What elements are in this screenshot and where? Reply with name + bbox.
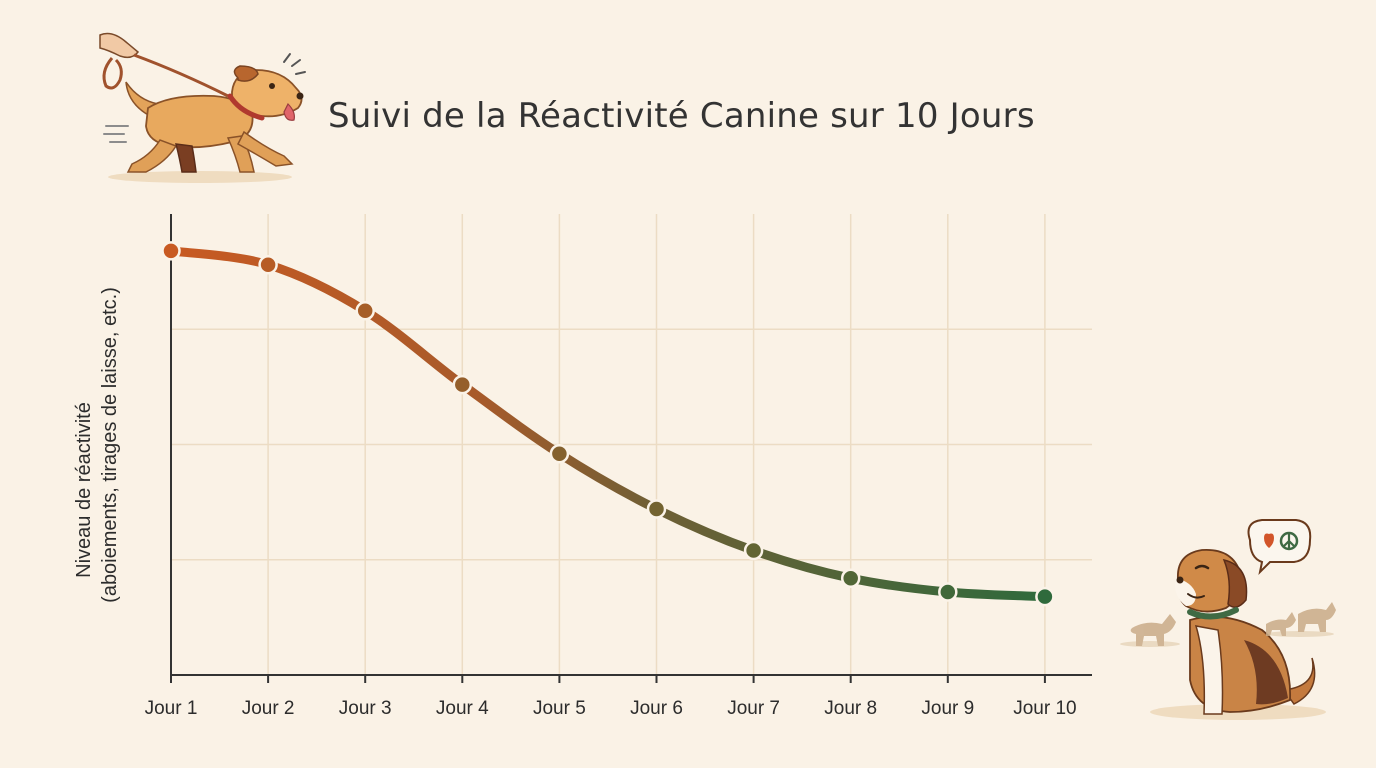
x-tick-label: Jour 9: [921, 698, 974, 719]
data-point: [355, 301, 375, 321]
data-point: [452, 374, 473, 395]
series-line: [166, 246, 1050, 602]
x-tick-label: Jour 7: [727, 698, 780, 719]
axes: [170, 214, 1092, 676]
data-point: [161, 241, 181, 261]
y-axis-label: Niveau de réactivité: [73, 402, 95, 578]
data-point: [840, 568, 861, 588]
data-points: [161, 241, 1055, 607]
chart-title: Suivi de la Réactivité Canine sur 10 Jou…: [328, 96, 1035, 136]
data-point: [1035, 586, 1055, 607]
data-point: [743, 540, 764, 561]
data-point: [646, 499, 667, 519]
x-tick-label: Jour 2: [242, 698, 295, 719]
calm-beagle-icon: [1120, 519, 1336, 720]
dog-pulling-leash-icon: [99, 32, 306, 183]
x-tick-label: Jour 8: [824, 698, 877, 719]
y-axis-label-subtitle: (aboiements, tirages de laisse, etc.): [99, 287, 121, 603]
x-tick-label: Jour 6: [630, 698, 683, 719]
x-tick-label: Jour 3: [339, 698, 392, 719]
data-point: [549, 443, 570, 464]
x-tick-label: Jour 4: [436, 698, 489, 719]
x-tick-label: Jour 10: [1013, 698, 1076, 719]
data-point: [258, 254, 278, 275]
x-tick-label: Jour 5: [533, 698, 586, 719]
x-tick-label: Jour 1: [145, 698, 198, 719]
data-point: [938, 582, 958, 602]
x-tick-labels: Jour 1 Jour 2 Jour 3 Jour 4 Jour 5 Jour 6 Jour…: [145, 675, 1077, 719]
